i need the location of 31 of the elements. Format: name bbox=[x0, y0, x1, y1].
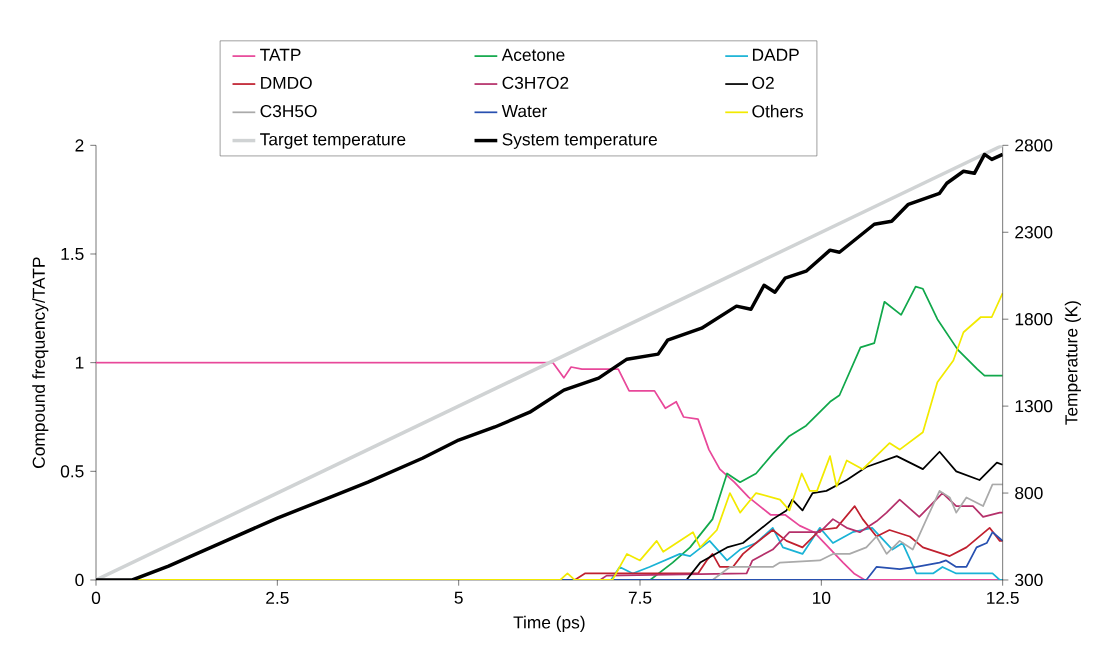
y2-tick-label: 1800 bbox=[1015, 313, 1053, 326]
legend-label: Others bbox=[752, 104, 803, 118]
legend-label: O2 bbox=[752, 76, 774, 89]
legend-label: System temperature bbox=[502, 133, 657, 149]
x-tick-label: 0 bbox=[91, 591, 101, 604]
x-tick-label: 5 bbox=[454, 591, 463, 604]
legend-label: DADP bbox=[752, 48, 799, 61]
x-axis-title: Time (ps) bbox=[513, 615, 585, 632]
x-tick-label: 7.5 bbox=[628, 591, 652, 604]
y2-tick-label: 800 bbox=[1015, 486, 1043, 500]
y2-tick-label: 300 bbox=[1015, 573, 1043, 587]
legend-label: DMDO bbox=[261, 76, 312, 89]
y-tick-label: 1.5 bbox=[61, 247, 84, 261]
x-tick-label: 10 bbox=[813, 591, 831, 604]
y-tick-label: 0 bbox=[75, 573, 84, 587]
x-tick-label: 12.5 bbox=[987, 591, 1019, 604]
y-tick-label: 1 bbox=[75, 356, 84, 369]
y2-axis-title: Temperature (K) bbox=[1064, 301, 1081, 425]
y-tick-label: 0.5 bbox=[60, 465, 84, 478]
x-tick-label: 2.5 bbox=[266, 591, 289, 604]
legend-label: TATP bbox=[260, 48, 301, 61]
legend-label: C3H5O bbox=[260, 104, 317, 118]
legend-label: Water bbox=[501, 105, 547, 118]
legend-label: Acetone bbox=[501, 48, 565, 61]
y2-tick-label: 2300 bbox=[1015, 226, 1053, 239]
y-axis-title: Compound frequency/TATP bbox=[32, 257, 49, 468]
legend-label: C3H7O2 bbox=[502, 76, 569, 89]
legend-label: Target temperature bbox=[260, 133, 406, 149]
y-tick-label: 2 bbox=[75, 139, 84, 152]
y2-tick-label: 1300 bbox=[1015, 399, 1053, 413]
y2-tick-label: 2800 bbox=[1015, 139, 1053, 152]
